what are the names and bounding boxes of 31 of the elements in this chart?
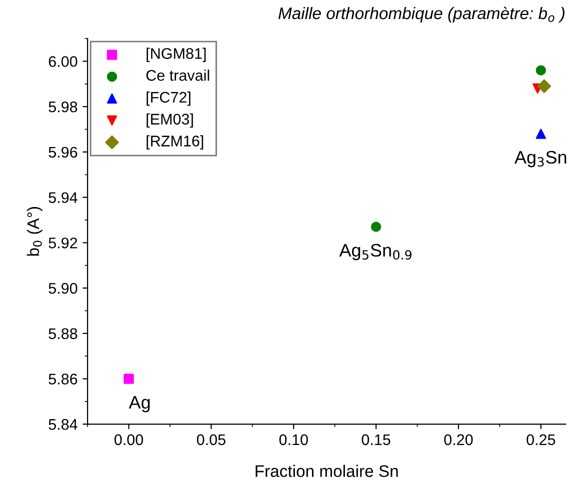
y-tick-label: 5.88 bbox=[48, 328, 78, 340]
y-tick-label: 5.96 bbox=[48, 146, 78, 158]
y-tick-label: 5.94 bbox=[48, 192, 78, 204]
y-tick-label: 5.92 bbox=[48, 238, 78, 248]
x-axis-title: Fraction molaire Sn bbox=[256, 464, 398, 478]
y-tick-label: 5.86 bbox=[48, 374, 78, 384]
legend-label: [RZM16] bbox=[146, 135, 204, 150]
point bbox=[536, 65, 546, 76]
annotation: Ag$_{3}$Sn bbox=[514, 150, 566, 168]
point bbox=[536, 128, 546, 139]
legend-label: [EM03] bbox=[146, 113, 193, 128]
point bbox=[537, 79, 552, 94]
point bbox=[124, 374, 134, 384]
annotation: Ag bbox=[128, 396, 150, 412]
x-tick-label: 0.25 bbox=[526, 434, 556, 446]
y-tick-label: 5.98 bbox=[48, 101, 78, 112]
y-tick-label: 6.00 bbox=[48, 56, 78, 67]
chart-title: Maille orthorhombique (paramètre: b$_{o}$ ) bbox=[278, 6, 564, 23]
annotation: Ag$_{5}$Sn$_{0.9}$ bbox=[339, 244, 412, 260]
legend-label: [NGM81] bbox=[146, 48, 206, 62]
x-tick-label: 0.15 bbox=[362, 434, 390, 446]
x-tick-label: 0.20 bbox=[444, 434, 473, 446]
x-tick-label: 0.10 bbox=[279, 434, 308, 446]
y-axis-title: b$_{0}$ (A°) bbox=[26, 206, 42, 256]
legend-label: Ce travail bbox=[146, 70, 210, 81]
legend-label: [FC72] bbox=[146, 91, 190, 106]
y-tick-label: 5.90 bbox=[48, 282, 78, 294]
x-tick-label: 0.00 bbox=[114, 434, 144, 446]
x-tick-label: 0.05 bbox=[196, 434, 226, 446]
point bbox=[370, 222, 382, 232]
y-tick-label: 5.84 bbox=[48, 419, 78, 430]
